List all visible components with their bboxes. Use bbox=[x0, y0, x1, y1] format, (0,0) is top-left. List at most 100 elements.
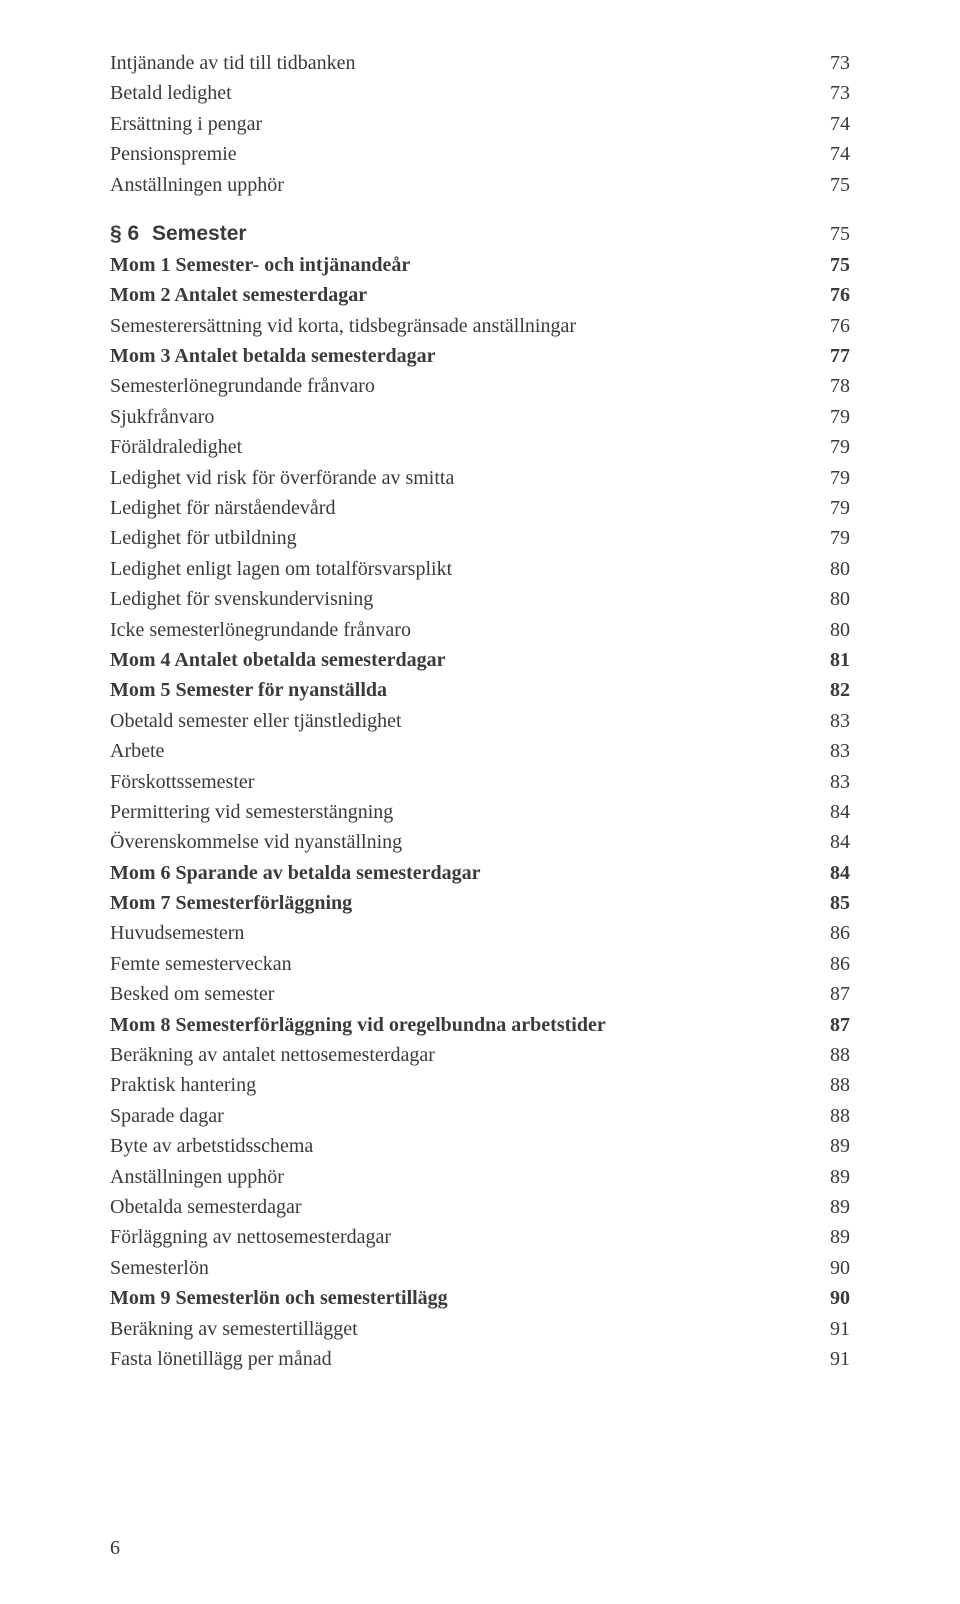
toc-label: Ledighet för svenskundervisning bbox=[110, 584, 810, 614]
toc-label: Mom 7 Semesterförläggning bbox=[110, 888, 810, 918]
toc-page-number: 89 bbox=[810, 1131, 850, 1161]
toc-label: Intjänande av tid till tidbanken bbox=[110, 48, 810, 78]
toc-page-number: 83 bbox=[810, 706, 850, 736]
toc-page-number: 76 bbox=[810, 311, 850, 341]
toc-page-number: 75 bbox=[810, 170, 850, 200]
toc-row: Ledighet för utbildning79 bbox=[110, 523, 850, 553]
toc-page-number: 88 bbox=[810, 1040, 850, 1070]
toc-label: Permittering vid semesterstängning bbox=[110, 797, 810, 827]
toc-page-number: 90 bbox=[810, 1283, 850, 1313]
toc-row: Semesterlönegrundande frånvaro78 bbox=[110, 371, 850, 401]
toc-page-number: 83 bbox=[810, 767, 850, 797]
toc-row: Anställningen upphör75 bbox=[110, 170, 850, 200]
toc-row: Mom 5 Semester för nyanställda82 bbox=[110, 675, 850, 705]
toc-row: Sparade dagar88 bbox=[110, 1101, 850, 1131]
toc-label: Ersättning i pengar bbox=[110, 109, 810, 139]
toc-label: Mom 3 Antalet betalda semesterdagar bbox=[110, 341, 810, 371]
toc-row: Arbete83 bbox=[110, 736, 850, 766]
toc-label: Arbete bbox=[110, 736, 810, 766]
toc-label: Mom 8 Semesterförläggning vid oregelbund… bbox=[110, 1010, 810, 1040]
toc-page-number: 87 bbox=[810, 979, 850, 1009]
toc-row: Ledighet för svenskundervisning80 bbox=[110, 584, 850, 614]
toc-row: Besked om semester87 bbox=[110, 979, 850, 1009]
toc-label: Betald ledighet bbox=[110, 78, 810, 108]
toc-page-number: 75 bbox=[810, 250, 850, 280]
toc-page-number: 80 bbox=[810, 615, 850, 645]
toc-row: Ledighet för närståendevård79 bbox=[110, 493, 850, 523]
table-of-contents: Intjänande av tid till tidbanken73Betald… bbox=[110, 48, 850, 1374]
toc-row: Obetalda semesterdagar89 bbox=[110, 1192, 850, 1222]
toc-label: Fasta lönetillägg per månad bbox=[110, 1344, 810, 1374]
page-number: 6 bbox=[110, 1537, 120, 1560]
toc-row: § 6Semester 75 bbox=[110, 218, 850, 250]
toc-section-title: Semester bbox=[152, 218, 247, 250]
toc-label: Anställningen upphör bbox=[110, 1162, 810, 1192]
toc-row: Obetald semester eller tjänstledighet83 bbox=[110, 706, 850, 736]
toc-label: Icke semesterlönegrundande frånvaro bbox=[110, 615, 810, 645]
toc-label: Obetald semester eller tjänstledighet bbox=[110, 706, 810, 736]
toc-label: Mom 1 Semester- och intjänandeår bbox=[110, 250, 810, 280]
toc-row: Permittering vid semesterstängning84 bbox=[110, 797, 850, 827]
toc-label: Mom 5 Semester för nyanställda bbox=[110, 675, 810, 705]
toc-label: Ledighet för utbildning bbox=[110, 523, 810, 553]
toc-page-number: 83 bbox=[810, 736, 850, 766]
toc-row: Intjänande av tid till tidbanken73 bbox=[110, 48, 850, 78]
toc-page-number: 74 bbox=[810, 109, 850, 139]
toc-row: Ledighet vid risk för överförande av smi… bbox=[110, 463, 850, 493]
toc-page-number: 80 bbox=[810, 584, 850, 614]
toc-row: Betald ledighet73 bbox=[110, 78, 850, 108]
toc-row: Semesterersättning vid korta, tidsbegrän… bbox=[110, 311, 850, 341]
toc-row: Förskottssemester83 bbox=[110, 767, 850, 797]
toc-page-number: 77 bbox=[810, 341, 850, 371]
toc-page-number: 73 bbox=[810, 78, 850, 108]
toc-page-number: 90 bbox=[810, 1253, 850, 1283]
toc-label: Semesterlön bbox=[110, 1253, 810, 1283]
toc-row: Överenskommelse vid nyanställning84 bbox=[110, 827, 850, 857]
toc-page-number: 84 bbox=[810, 858, 850, 888]
toc-page-number: 91 bbox=[810, 1314, 850, 1344]
toc-page-number: 88 bbox=[810, 1070, 850, 1100]
toc-row: Beräkning av antalet nettosemesterdagar8… bbox=[110, 1040, 850, 1070]
toc-label: Mom 2 Antalet semesterdagar bbox=[110, 280, 810, 310]
toc-page-number: 75 bbox=[810, 219, 850, 249]
toc-row: Mom 2 Antalet semesterdagar76 bbox=[110, 280, 850, 310]
toc-label: Förläggning av nettosemesterdagar bbox=[110, 1222, 810, 1252]
toc-row: Mom 6 Sparande av betalda semesterdagar8… bbox=[110, 858, 850, 888]
toc-label: Föräldraledighet bbox=[110, 432, 810, 462]
toc-page-number: 80 bbox=[810, 554, 850, 584]
toc-page-number: 78 bbox=[810, 371, 850, 401]
toc-row: Förläggning av nettosemesterdagar89 bbox=[110, 1222, 850, 1252]
toc-page-number: 87 bbox=[810, 1010, 850, 1040]
toc-page-number: 81 bbox=[810, 645, 850, 675]
toc-row: Byte av arbetstidsschema89 bbox=[110, 1131, 850, 1161]
toc-page-number: 82 bbox=[810, 675, 850, 705]
toc-page-number: 86 bbox=[810, 949, 850, 979]
toc-label: Ledighet enligt lagen om totalförsvarspl… bbox=[110, 554, 810, 584]
toc-label: Huvudsemestern bbox=[110, 918, 810, 948]
toc-section-number: § 6 bbox=[110, 218, 152, 250]
toc-row: Huvudsemestern86 bbox=[110, 918, 850, 948]
toc-page-number: 79 bbox=[810, 402, 850, 432]
toc-page-number: 79 bbox=[810, 463, 850, 493]
toc-label: Förskottssemester bbox=[110, 767, 810, 797]
toc-row: Pensionspremie74 bbox=[110, 139, 850, 169]
toc-row: Anställningen upphör89 bbox=[110, 1162, 850, 1192]
toc-page-number: 79 bbox=[810, 493, 850, 523]
toc-label: Mom 6 Sparande av betalda semesterdagar bbox=[110, 858, 810, 888]
toc-label: Anställningen upphör bbox=[110, 170, 810, 200]
toc-row: Mom 3 Antalet betalda semesterdagar77 bbox=[110, 341, 850, 371]
toc-page-number: 89 bbox=[810, 1192, 850, 1222]
toc-row: Ledighet enligt lagen om totalförsvarspl… bbox=[110, 554, 850, 584]
toc-row: Mom 8 Semesterförläggning vid oregelbund… bbox=[110, 1010, 850, 1040]
toc-label: Mom 9 Semesterlön och semestertillägg bbox=[110, 1283, 810, 1313]
toc-page-number: 88 bbox=[810, 1101, 850, 1131]
toc-label: Sjukfrånvaro bbox=[110, 402, 810, 432]
toc-label: Mom 4 Antalet obetalda semesterdagar bbox=[110, 645, 810, 675]
toc-label: Semesterlönegrundande frånvaro bbox=[110, 371, 810, 401]
toc-page-number: 85 bbox=[810, 888, 850, 918]
toc-label: Pensionspremie bbox=[110, 139, 810, 169]
toc-label: Ledighet vid risk för överförande av smi… bbox=[110, 463, 810, 493]
toc-label: Byte av arbetstidsschema bbox=[110, 1131, 810, 1161]
toc-page-number: 86 bbox=[810, 918, 850, 948]
section-gap bbox=[110, 200, 850, 218]
